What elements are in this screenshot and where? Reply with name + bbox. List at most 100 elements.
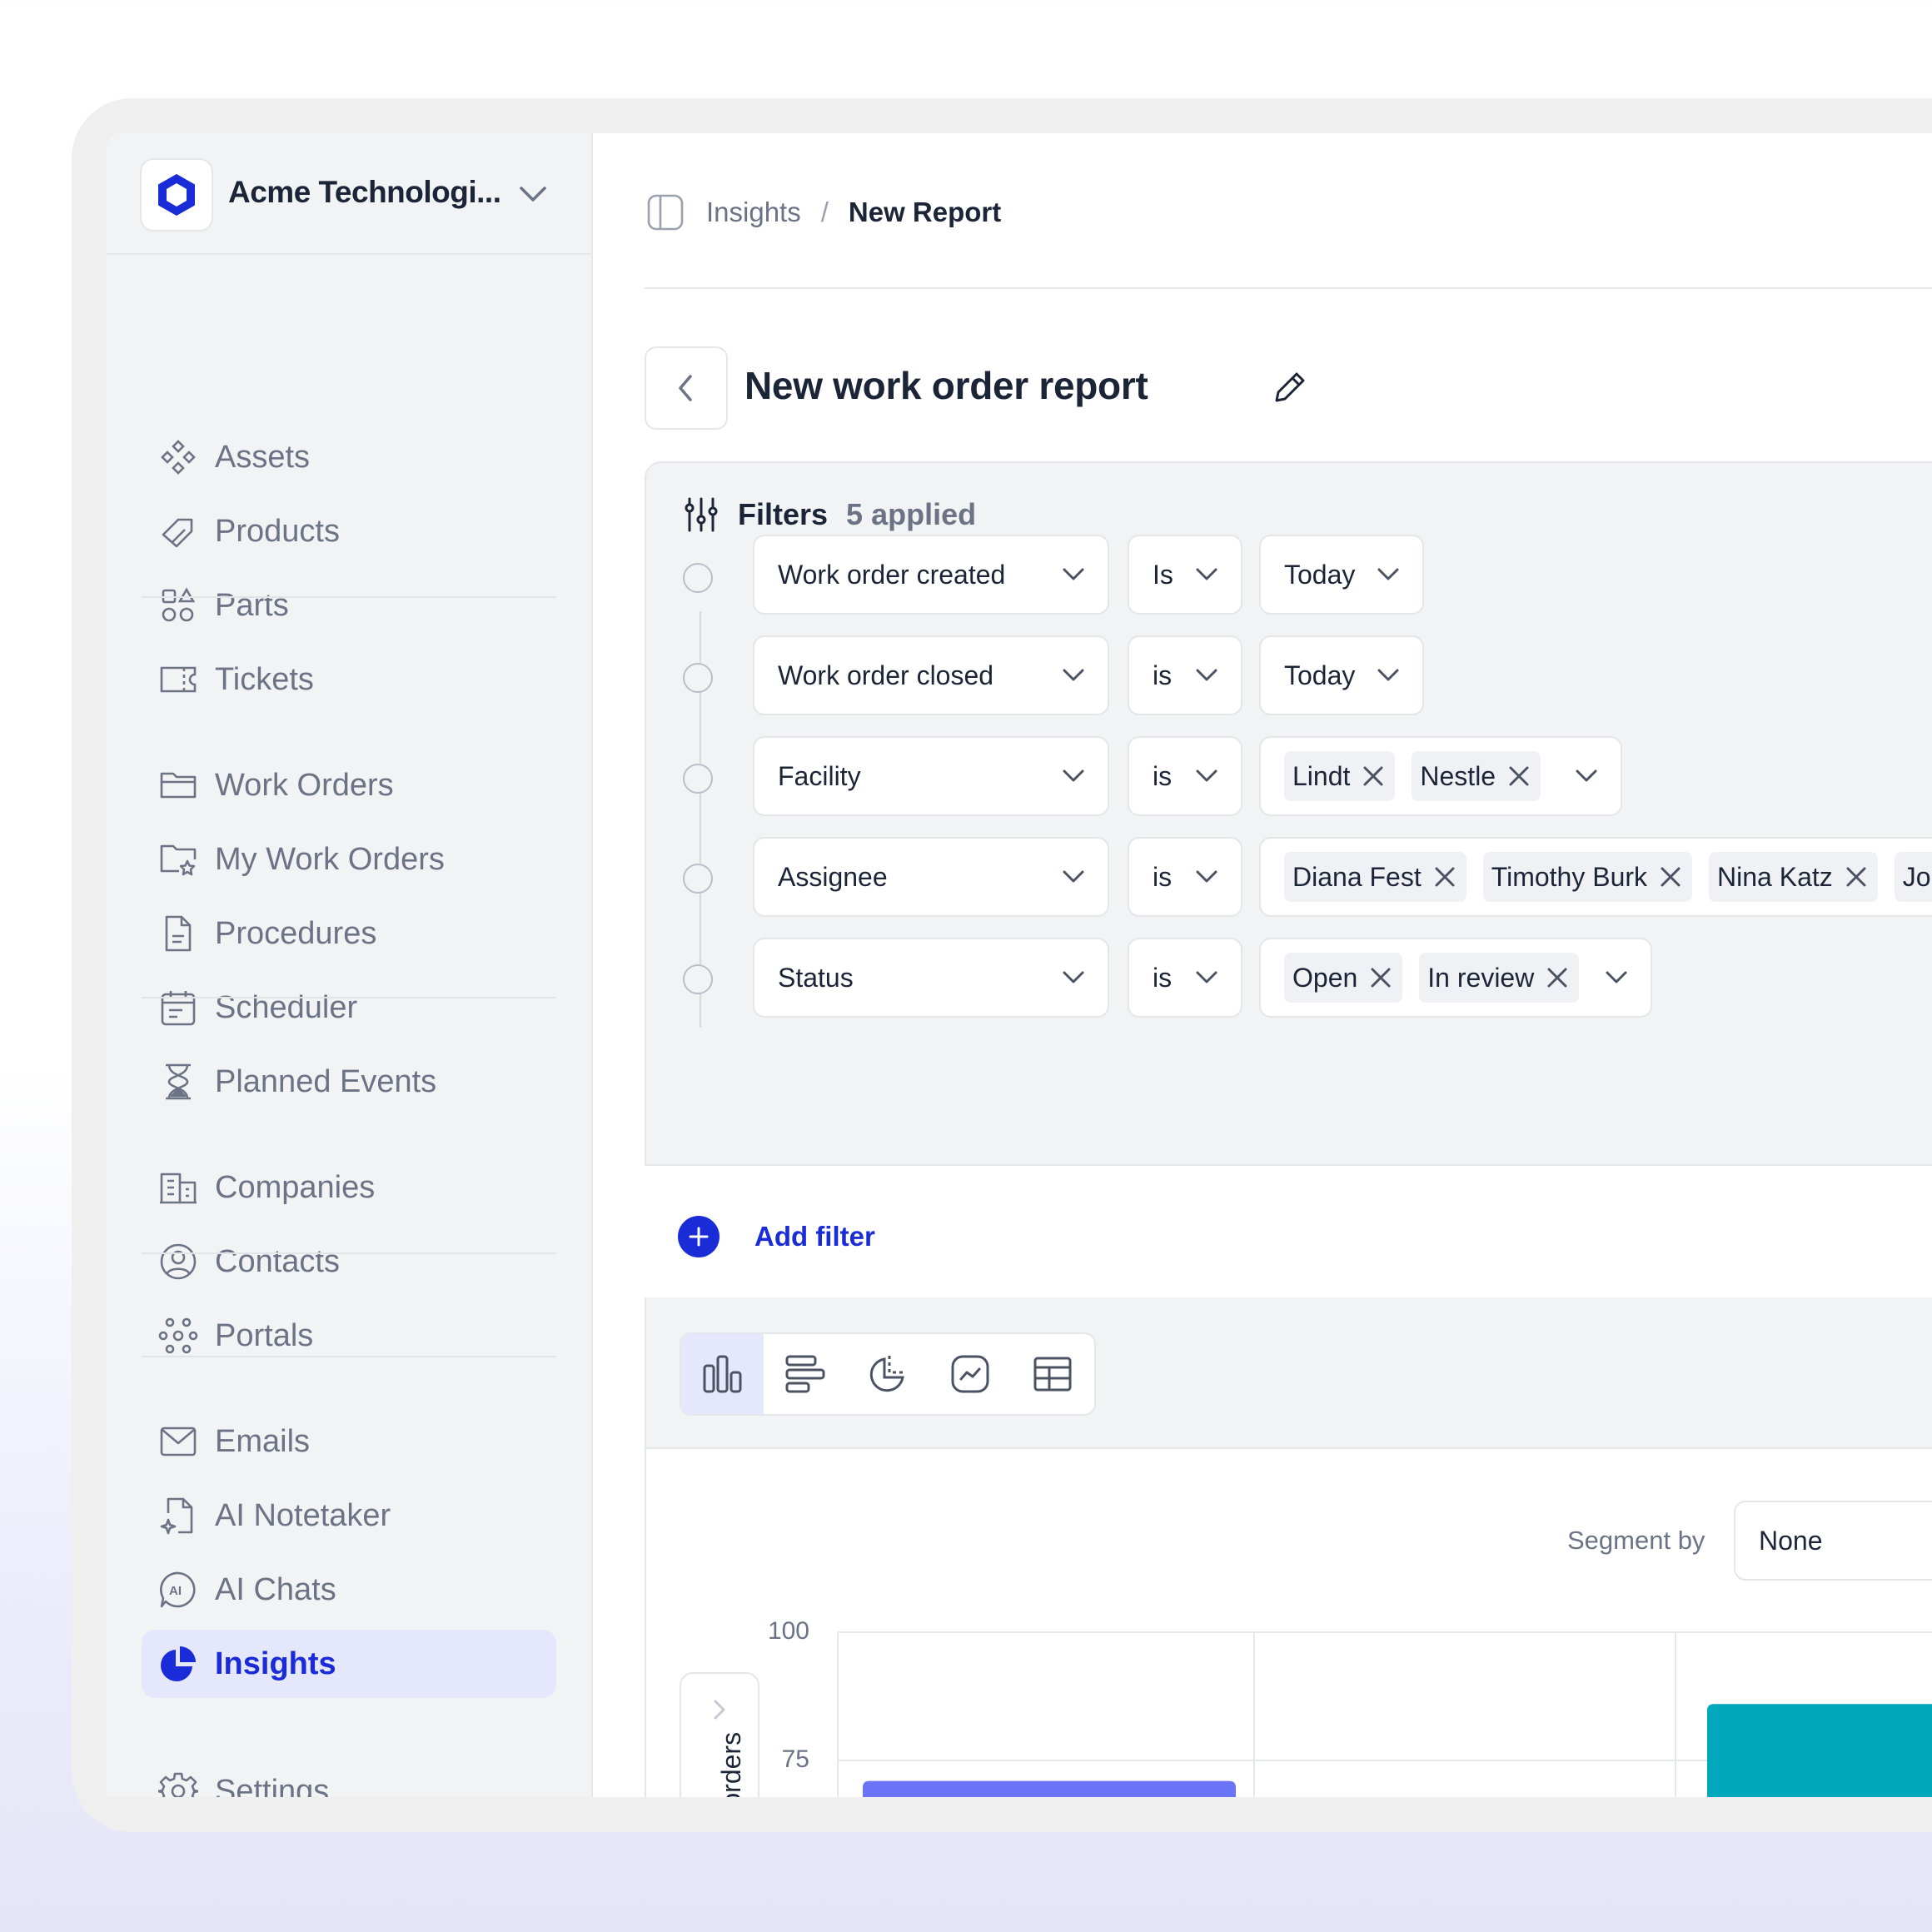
filter-value-multiselect[interactable]: Lindt Nestle: [1259, 736, 1622, 816]
sidebar-item-label: Portals: [215, 1317, 314, 1353]
pencil-icon[interactable]: [1272, 368, 1309, 405]
filter-operator-select[interactable]: is: [1128, 837, 1242, 917]
breadcrumb-insights[interactable]: Insights: [706, 197, 801, 227]
close-icon[interactable]: [1433, 865, 1456, 889]
back-button[interactable]: [645, 346, 728, 430]
building-icon: [158, 1168, 198, 1208]
filter-chip: Lindt: [1284, 751, 1396, 801]
chevron-down-icon: [1196, 769, 1217, 782]
sidebar-item-portals[interactable]: Portals: [142, 1302, 556, 1370]
diamond-grid-icon: [158, 437, 198, 477]
close-icon[interactable]: [1546, 966, 1569, 989]
sidebar-item-ai-chats[interactable]: AI AI Chats: [142, 1556, 556, 1624]
chart-bar[interactable]: [863, 1780, 1236, 1797]
sidebar-item-parts[interactable]: Parts: [142, 571, 556, 640]
filter-field-select[interactable]: Facility: [753, 736, 1109, 816]
filter-operator-select[interactable]: Is: [1128, 535, 1242, 615]
sidebar-item-tickets[interactable]: Tickets: [142, 645, 556, 714]
sidebar-item-planned-events[interactable]: Planned Events: [142, 1048, 556, 1116]
sidebar-item-assets[interactable]: Assets: [142, 423, 556, 491]
chevron-down-icon: [1063, 971, 1084, 983]
filter-field-select[interactable]: Assignee: [753, 837, 1109, 917]
sidebar-item-emails[interactable]: Emails: [142, 1407, 556, 1476]
segment-label: Segment by: [1567, 1526, 1705, 1555]
filter-field-select[interactable]: Work order created: [753, 535, 1109, 615]
filters-header: Filters 5 applied: [683, 496, 976, 533]
app-window: Acme Technologi... Assets Products Parts: [107, 133, 1932, 1797]
plus-icon: [678, 1216, 720, 1257]
sidebar-item-settings[interactable]: Settings: [142, 1757, 556, 1797]
bar-chart-icon[interactable]: [681, 1334, 764, 1414]
chip-label: Nina Katz: [1717, 861, 1833, 892]
filter-operator-select[interactable]: is: [1128, 938, 1242, 1018]
sidebar-item-my-work-orders[interactable]: My Work Orders: [142, 825, 556, 894]
user-circle-icon: [158, 1242, 198, 1282]
segment-select[interactable]: None: [1734, 1501, 1932, 1581]
filter-row-handle[interactable]: [683, 663, 713, 693]
filter-row-handle[interactable]: [683, 764, 713, 794]
table-icon[interactable]: [1011, 1334, 1093, 1414]
filter-field-value: Facility: [778, 760, 861, 791]
sidebar-item-contacts[interactable]: Contacts: [142, 1227, 556, 1296]
sidebar-item-label: Products: [215, 513, 340, 549]
filter-field-value: Work order created: [778, 559, 1006, 590]
pie-chart-icon[interactable]: [846, 1334, 929, 1414]
y-tick-label: 100: [767, 1617, 809, 1645]
axis-toggle-button[interactable]: [680, 1672, 759, 1797]
filter-row-handle[interactable]: [683, 964, 713, 994]
segment-value: None: [1759, 1525, 1823, 1556]
filter-value-select[interactable]: Today: [1259, 535, 1424, 615]
sidebar-item-scheduler[interactable]: Scheduler: [142, 973, 556, 1042]
close-icon[interactable]: [1507, 764, 1531, 788]
sidebar-divider: [142, 997, 556, 998]
sidebar-toggle-icon[interactable]: [646, 193, 685, 232]
sidebar-item-label: Companies: [215, 1169, 376, 1205]
close-icon[interactable]: [1362, 764, 1385, 788]
chart-toolbar: [645, 1297, 1932, 1447]
ticket-icon: [158, 660, 198, 700]
horizontal-bar-icon[interactable]: [764, 1334, 846, 1414]
filter-operator-select[interactable]: is: [1128, 736, 1242, 816]
filter-row-handle[interactable]: [683, 864, 713, 894]
divider: [645, 1447, 1932, 1449]
sidebar-item-ai-notetaker[interactable]: AI Notetaker: [142, 1481, 556, 1550]
mail-icon: [158, 1422, 198, 1461]
page-title: New work order report: [744, 364, 1148, 407]
filter-row-handle[interactable]: [683, 563, 713, 593]
sidebar-item-insights[interactable]: Insights: [142, 1630, 556, 1698]
sidebar-item-products[interactable]: Products: [142, 497, 556, 565]
sidebar-item-label: AI Notetaker: [215, 1497, 391, 1533]
sidebar-item-companies[interactable]: Companies: [142, 1153, 556, 1222]
filter-value-multiselect[interactable]: Diana Fest Timothy Burk Nina Katz Jo: [1259, 837, 1932, 917]
close-icon[interactable]: [1659, 865, 1682, 889]
filter-chip: Timothy Burk: [1482, 852, 1693, 902]
chevron-down-icon: [1196, 971, 1217, 983]
add-filter-button[interactable]: Add filter: [678, 1216, 875, 1257]
filter-operator-select[interactable]: is: [1128, 635, 1242, 715]
chevron-down-icon: [1576, 769, 1597, 782]
org-switcher[interactable]: Acme Technologi...: [107, 133, 591, 255]
filter-field-select[interactable]: Status: [753, 938, 1109, 1018]
sidebar-item-work-orders[interactable]: Work Orders: [142, 751, 556, 819]
close-icon[interactable]: [1845, 865, 1868, 889]
chip-label: Nestle: [1420, 760, 1496, 791]
chart-bar[interactable]: [1707, 1704, 1932, 1797]
filter-value-select[interactable]: Today: [1259, 635, 1424, 715]
sidebar-item-procedures[interactable]: Procedures: [142, 899, 556, 968]
filter-operator-value: is: [1153, 962, 1173, 993]
filter-operator-value: is: [1153, 660, 1173, 690]
filter-chip: Diana Fest: [1284, 852, 1466, 902]
sidebar-item-label: AI Chats: [215, 1571, 336, 1607]
filter-value-multiselect[interactable]: Open In review: [1259, 938, 1652, 1018]
y-tick-label: 75: [781, 1745, 809, 1773]
close-icon[interactable]: [1369, 966, 1392, 989]
network-icon: [158, 1316, 198, 1356]
ai-chat-icon: AI: [158, 1570, 198, 1610]
line-chart-icon[interactable]: [929, 1334, 1011, 1414]
sidebar-item-label: Planned Events: [215, 1063, 437, 1099]
filter-field-value: Assignee: [778, 861, 888, 892]
filter-field-select[interactable]: Work order closed: [753, 635, 1109, 715]
sidebar-item-label: My Work Orders: [215, 841, 445, 877]
svg-text:AI: AI: [169, 1584, 182, 1598]
filter-chip: Nestle: [1412, 751, 1541, 801]
